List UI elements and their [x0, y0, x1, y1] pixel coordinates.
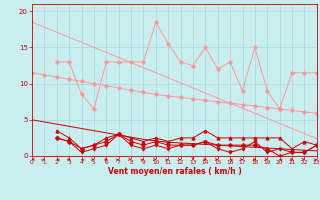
X-axis label: Vent moyen/en rafales ( km/h ): Vent moyen/en rafales ( km/h ): [108, 167, 241, 176]
